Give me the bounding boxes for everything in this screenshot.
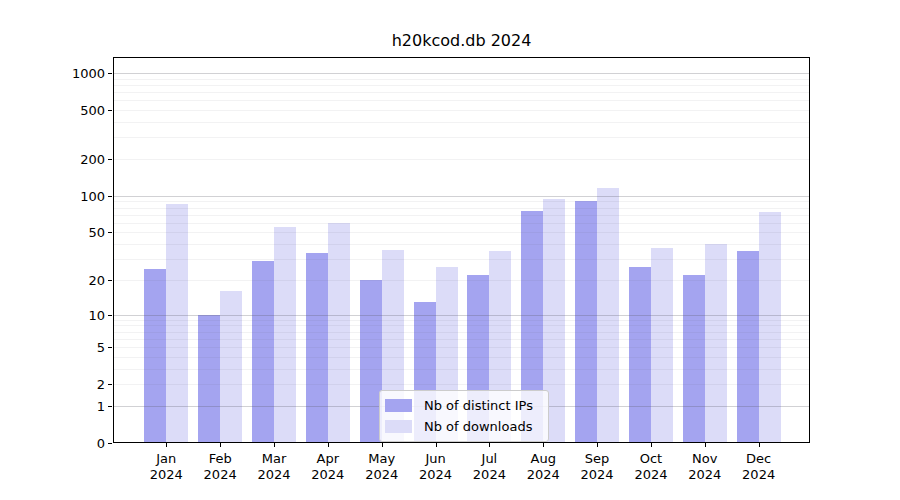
y-gridline-minor — [114, 100, 809, 101]
y-gridline-minor — [114, 384, 809, 385]
x-tick-mark — [759, 443, 760, 447]
legend-label-distinct-ips: Nb of distinct IPs — [424, 399, 533, 412]
x-tick-mark — [328, 443, 329, 447]
legend: Nb of distinct IPs Nb of downloads — [379, 390, 549, 442]
x-tick-mark — [274, 443, 275, 447]
y-gridline-major — [114, 196, 809, 197]
y-tick-label: 20 — [55, 273, 105, 286]
y-gridline-minor — [114, 159, 809, 160]
figure: h20kcod.db 2024 01251020501002005001000 … — [0, 0, 900, 500]
y-tick-label: 10 — [55, 308, 105, 321]
x-tick-mark — [166, 443, 167, 447]
y-tick-label: 1000 — [55, 67, 105, 80]
y-tick-label: 50 — [55, 226, 105, 239]
x-tick-mark — [705, 443, 706, 447]
x-tick-mark — [220, 443, 221, 447]
y-tick-mark — [108, 347, 112, 348]
x-tick-mark — [489, 443, 490, 447]
y-gridline-minor — [114, 215, 809, 216]
y-tick-mark — [108, 280, 112, 281]
x-tick-mark — [597, 443, 598, 447]
y-tick-label: 1 — [55, 399, 105, 412]
y-gridline-minor — [114, 320, 809, 321]
y-gridline-minor — [114, 339, 809, 340]
y-gridline-minor — [114, 325, 809, 326]
y-gridline-minor — [114, 122, 809, 123]
y-tick-label: 200 — [55, 153, 105, 166]
y-tick-mark — [108, 232, 112, 233]
y-tick-label: 2 — [55, 378, 105, 391]
x-tick-mark — [436, 443, 437, 447]
legend-entry-downloads: Nb of downloads — [385, 418, 540, 435]
legend-swatch-distinct-ips — [385, 399, 412, 412]
y-tick-label: 5 — [55, 341, 105, 354]
y-tick-mark — [108, 196, 112, 197]
x-tick-label-dec: Dec2024 — [727, 451, 791, 483]
x-tick-mark — [382, 443, 383, 447]
y-gridline-minor — [114, 208, 809, 209]
y-gridline-minor — [114, 201, 809, 202]
spine-top — [113, 57, 810, 58]
y-tick-mark — [108, 384, 112, 385]
y-gridline-minor — [114, 259, 809, 260]
y-gridline-minor — [114, 92, 809, 93]
y-tick-mark — [108, 73, 112, 74]
y-tick-mark — [108, 443, 112, 444]
y-tick-label: 500 — [55, 104, 105, 117]
y-gridline-minor — [114, 280, 809, 281]
y-gridline-minor — [114, 79, 809, 80]
legend-label-downloads: Nb of downloads — [424, 420, 532, 433]
spine-bottom — [113, 442, 810, 443]
y-gridline-minor — [114, 369, 809, 370]
y-tick-label: 100 — [55, 189, 105, 202]
chart-title: h20kcod.db 2024 — [113, 31, 810, 50]
y-gridline-major — [114, 73, 809, 74]
plot-area: 01251020501002005001000 Jan2024Feb2024Ma… — [113, 57, 810, 443]
y-gridline-minor — [114, 357, 809, 358]
spine-right — [809, 57, 810, 443]
y-gridline-minor — [114, 223, 809, 224]
y-gridline-minor — [114, 347, 809, 348]
x-tick-mark — [543, 443, 544, 447]
y-tick-label: 0 — [55, 437, 105, 450]
y-gridline-major — [114, 315, 809, 316]
spine-left — [113, 57, 114, 443]
y-gridline-minor — [114, 137, 809, 138]
y-gridline-minor — [114, 244, 809, 245]
legend-swatch-downloads — [385, 420, 412, 433]
x-tick-mark — [651, 443, 652, 447]
y-gridline-minor — [114, 85, 809, 86]
y-tick-mark — [108, 159, 112, 160]
y-gridline-minor — [114, 332, 809, 333]
y-tick-mark — [108, 315, 112, 316]
y-gridline-minor — [114, 232, 809, 233]
gridlines-layer — [113, 57, 810, 443]
y-gridline-minor — [114, 110, 809, 111]
y-tick-mark — [108, 406, 112, 407]
legend-entry-distinct-ips: Nb of distinct IPs — [385, 397, 540, 414]
y-tick-mark — [108, 110, 112, 111]
